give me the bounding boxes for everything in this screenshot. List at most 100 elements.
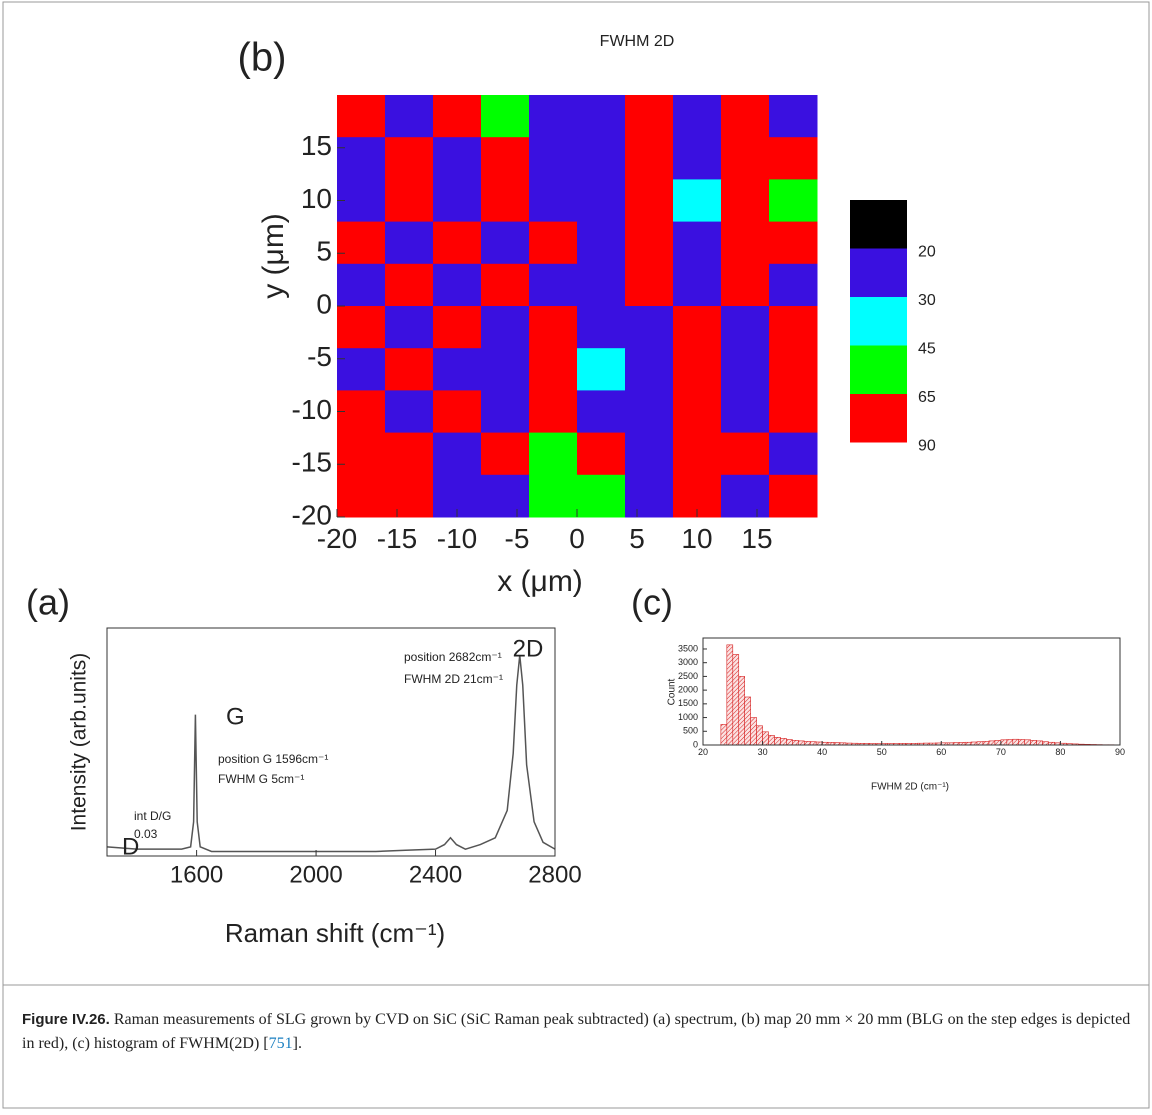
panel-label: (c) [631, 582, 673, 623]
map-cell [577, 179, 626, 223]
caption-ref[interactable]: 751 [268, 1035, 293, 1052]
colorbar-segment [850, 345, 907, 394]
x-axis-label: Raman shift (cm⁻¹) [225, 918, 445, 948]
map-cell [721, 95, 770, 138]
map-cell [577, 137, 626, 180]
map-cell [481, 306, 530, 349]
map-cell [433, 348, 482, 391]
map-cell [577, 306, 626, 349]
map-cell [769, 432, 818, 476]
map-cell [337, 221, 386, 265]
map-cell [577, 221, 626, 265]
x-tick-label: 50 [877, 747, 887, 757]
map-cell [481, 474, 530, 518]
histogram-bar [774, 737, 781, 746]
panel-label: (a) [26, 582, 70, 623]
annotation: 2D [513, 635, 544, 662]
map-cell [529, 390, 578, 434]
map-cell [625, 390, 674, 434]
x-tick-label: 2400 [409, 862, 462, 889]
map-cell [337, 137, 386, 180]
map-cell [337, 474, 386, 518]
histogram-bar [768, 735, 775, 746]
y-tick-label: 2500 [678, 671, 698, 681]
map-cell [769, 137, 818, 180]
caption-label: Figure IV.26. [22, 1011, 110, 1028]
map-cell [529, 137, 578, 180]
colorbar-label: 90 [918, 438, 936, 455]
map-cell [769, 474, 818, 518]
map-cell [625, 179, 674, 223]
map-cell [337, 263, 386, 307]
map-cell [625, 137, 674, 180]
map-cell [481, 179, 530, 223]
x-tick-label: -20 [317, 523, 357, 554]
colorbar-label: 65 [918, 389, 936, 406]
histogram-bar [744, 696, 751, 746]
map-cell [577, 390, 626, 434]
map-cell [529, 474, 578, 518]
histogram-bar [803, 741, 811, 746]
y-tick-label: 3500 [678, 643, 698, 653]
x-tick-label: 30 [758, 747, 768, 757]
map-cell [433, 179, 482, 223]
map-cell [625, 348, 674, 391]
annotation: int D/G [134, 809, 171, 823]
y-tick-label: 1500 [678, 698, 698, 708]
map-cell [769, 348, 818, 391]
histogram-bar [1024, 739, 1031, 746]
x-tick-label: 5 [629, 523, 645, 554]
map-cell [433, 306, 482, 349]
map-cell [769, 221, 818, 265]
map-cell [577, 432, 626, 476]
map-cell [769, 263, 818, 307]
annotation: D [122, 833, 139, 860]
map-cell [481, 390, 530, 434]
map-cell [625, 95, 674, 138]
x-tick-label: -10 [437, 523, 477, 554]
histogram-bar [792, 740, 799, 746]
plot-frame [702, 637, 1121, 746]
histogram-bar [1018, 739, 1025, 746]
colorbar-label: 30 [918, 292, 936, 309]
histogram-bar [1036, 740, 1043, 746]
histogram-bar [750, 717, 757, 746]
x-tick-label: 20 [698, 747, 708, 757]
x-tick-label: 80 [1055, 747, 1065, 757]
x-tick-label: 2800 [528, 862, 581, 889]
y-axis-label: Intensity (arb.units) [68, 653, 91, 832]
map-cell [721, 432, 770, 476]
map-cell [385, 95, 434, 138]
map-cell [529, 221, 578, 265]
annotation: G [226, 703, 245, 730]
map-cell [529, 263, 578, 307]
map-cell [721, 474, 770, 518]
y-tick-label: 0 [693, 739, 698, 749]
map-cell [529, 432, 578, 476]
map-cell [769, 95, 818, 138]
annotation: 0.03 [134, 827, 158, 841]
histogram-bar [786, 739, 793, 746]
y-tick-label: 5 [316, 236, 332, 267]
colorbar-segment [850, 200, 907, 249]
histogram-bar [738, 676, 746, 746]
x-tick-label: 40 [817, 747, 827, 757]
x-tick-label: 15 [741, 523, 772, 554]
map-cell [481, 95, 530, 138]
map-cell [577, 348, 626, 391]
x-tick-label: 10 [681, 523, 712, 554]
histogram-bar [756, 725, 763, 746]
map-cell [481, 348, 530, 391]
histogram-bar [1030, 740, 1037, 746]
histogram-bar [798, 740, 805, 746]
map-cell [673, 179, 722, 223]
colorbar-segment [850, 394, 907, 443]
y-axis-label: y (μm) [257, 213, 290, 299]
histogram-bar [732, 654, 740, 746]
x-tick-label: -5 [505, 523, 530, 554]
map-cell [625, 306, 674, 349]
caption-text: Raman measurements of SLG grown by CVD o… [22, 1011, 1131, 1052]
chart-title: FWHM 2D [600, 33, 675, 50]
